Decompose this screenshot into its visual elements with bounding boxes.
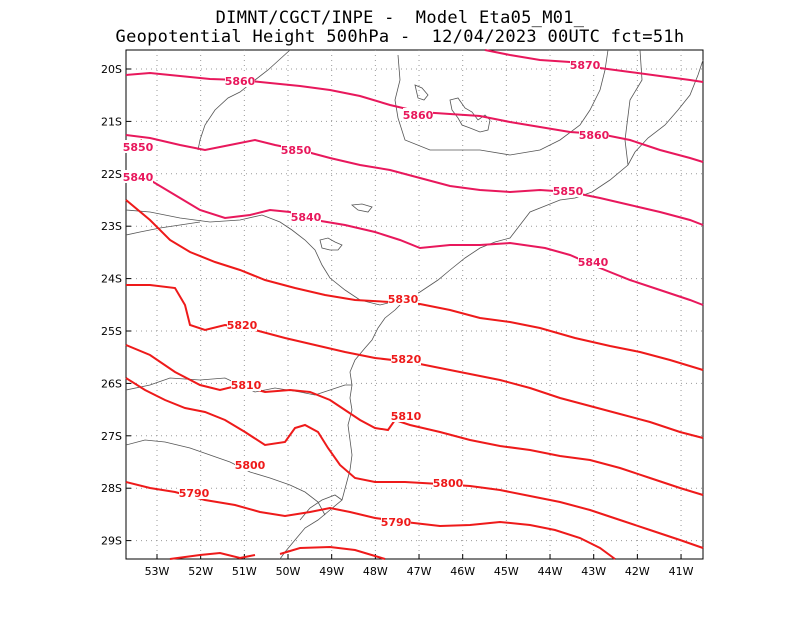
state-border-mg-sp [197,49,291,151]
contour-label-bg [578,255,608,268]
contour-value-label: 5830 [388,293,419,306]
contour-labels: 5870 5860 5860 5860 5850 5850 5850 5840 5840 5840… [123,58,610,529]
lon-tick-label: 45W [494,565,519,578]
chart-title-line2: Geopotential Height 500hPa - 12/04/2023 … [115,27,685,47]
contour-value-label: 5860 [579,129,610,142]
state-border-pr-sc [125,377,352,396]
contour-value-label: 5820 [391,353,422,366]
lat-tick-label: 22S [101,168,122,181]
contour-line [279,545,386,560]
contour-value-label: 5840 [123,171,154,184]
contour-line [125,377,704,549]
contour-line [125,481,616,560]
state-border-sp-rj [394,49,609,156]
lon-tick-label: 44W [538,565,563,578]
lat-tick-label: 26S [101,377,122,390]
lat-tick-label: 20S [101,63,122,76]
contour-label-bg [391,352,421,365]
contour-label-bg [231,378,261,391]
lon-tick-label: 42W [625,565,650,578]
lat-tick-label: 29S [101,535,122,548]
lat-tick-label: 21S [101,115,122,128]
contour-label-bg [179,486,209,499]
contour-value-label: 5870 [570,59,601,72]
state-border-sp-pr [125,209,401,306]
contour-value-label: 5850 [553,185,584,198]
longitude-labels: 53W 52W 51W 50W 49W 48W 47W 46W 45W 44W 43W 42W 41W [145,565,694,578]
lon-tick-label: 47W [407,565,432,578]
contour-label-bg [388,292,418,305]
contour-line [126,284,704,439]
lon-tick-label: 53W [145,565,170,578]
state-border-mg-es [624,49,643,166]
lon-tick-label: 49W [319,565,344,578]
contour-value-label: 5840 [578,256,609,269]
contour-line [125,134,704,226]
lon-tick-label: 46W [450,565,475,578]
contour-value-label: 5820 [227,319,258,332]
contour-value-label: 5800 [433,477,464,490]
lon-tick-label: 43W [581,565,606,578]
contour-value-label: 5810 [391,410,422,423]
state-border-ms [125,221,201,236]
reservoir-ilha-solteira [319,237,343,251]
lat-tick-label: 27S [101,430,122,443]
latitude-labels: 20S 21S 22S 23S 24S 25S 26S 27S 28S 29S [101,63,122,548]
contour-value-label: 5850 [123,141,154,154]
contours-high [125,49,704,306]
lat-tick-label: 24S [101,273,122,286]
lat-tick-label: 25S [101,325,122,338]
contour-label-bg [291,210,321,223]
lon-tick-label: 50W [276,565,301,578]
contour-value-label: 5790 [381,516,412,529]
contour-label-bg [123,140,153,153]
contour-value-label: 5860 [225,75,256,88]
lon-tick-label: 48W [363,565,388,578]
contour-label-bg [225,74,255,87]
contour-label-bg [553,184,583,197]
lat-tick-label: 23S [101,220,122,233]
lon-tick-label: 41W [669,565,694,578]
contour-value-label: 5860 [403,109,434,122]
chart-title-line1: DIMNT/CGCT/INPE - Model Eta05_M01_ [215,8,585,28]
contour-label-bg [235,458,265,471]
lon-tick-label: 52W [188,565,213,578]
reservoir-jupia [351,203,373,213]
reservoir-furnas [449,97,491,133]
contour-label-bg [391,409,421,422]
contour-line [125,199,704,371]
contour-line [169,551,256,560]
contour-line [125,171,704,306]
contour-value-label: 5840 [291,211,322,224]
contour-label-bg [381,515,411,528]
contour-label-bg [281,143,311,156]
contour-label-bg [579,128,609,141]
contour-label-bg [433,476,463,489]
contour-line [125,344,704,496]
contour-value-label: 5790 [179,487,210,500]
coastline [279,59,704,560]
contour-value-label: 5850 [281,144,312,157]
contour-label-bg [227,318,257,331]
contour-label-bg [403,108,433,121]
contour-label-bg [123,170,153,183]
lon-tick-label: 51W [232,565,257,578]
contour-label-bg [570,58,600,71]
contour-value-label: 5800 [235,459,266,472]
lat-tick-label: 28S [101,482,122,495]
reservoir-tres-marias [414,84,429,101]
contour-value-label: 5810 [231,379,262,392]
